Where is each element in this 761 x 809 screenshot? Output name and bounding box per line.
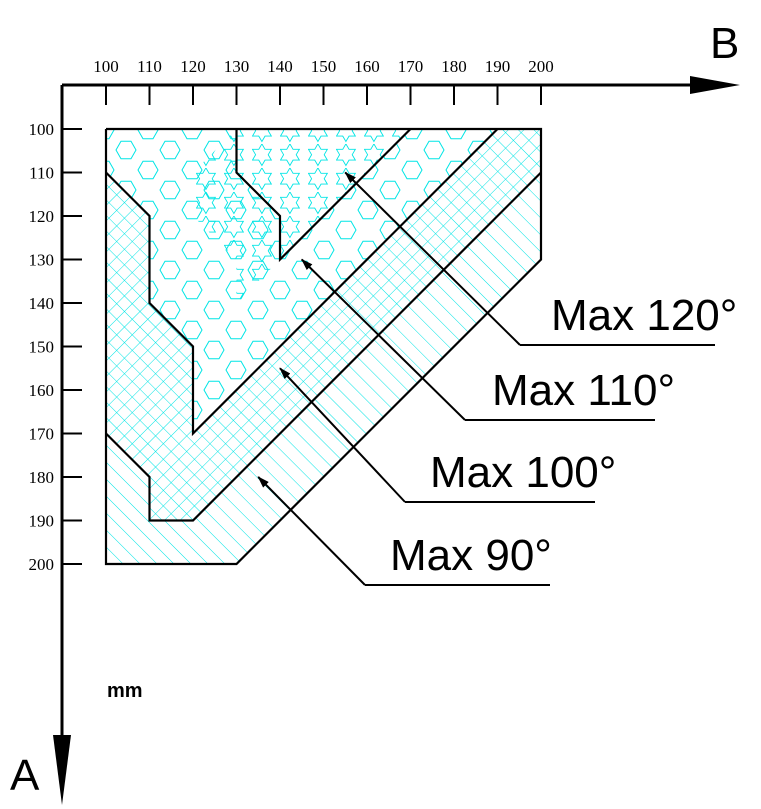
- callout-arrow-3: [279, 367, 406, 503]
- unit-label: mm: [107, 680, 143, 702]
- b-axis-tick-label: 180: [441, 57, 467, 76]
- zone-outline: [235, 128, 412, 263]
- a-axis-tick-label: 140: [29, 294, 55, 313]
- a-axis-tick-label: 130: [29, 251, 55, 270]
- b-axis-tick-label: 170: [398, 57, 424, 76]
- b-axis-tick-label: 130: [224, 57, 250, 76]
- zone-label-2: Max 110°: [492, 366, 675, 415]
- zone-label-4: Max 90°: [390, 531, 552, 580]
- a-axis-tick-label: 180: [29, 468, 55, 487]
- b-axis-tick-label: 160: [354, 57, 380, 76]
- b-axis-tick-label: 110: [137, 57, 162, 76]
- zone-outline: [104, 127, 543, 566]
- zone-outline: [105, 128, 499, 437]
- zone-outline: [105, 171, 542, 522]
- b-axis-tick-label: 200: [528, 57, 554, 76]
- b-axis-tick-label: 120: [180, 57, 206, 76]
- a-axis-tick-label: 200: [29, 555, 55, 574]
- callout-arrow-4: [257, 476, 366, 586]
- axis-ticks: 100 110 120 130 140 150 160 170 180 190 200 100 110 1…: [29, 57, 554, 574]
- b-axis-tick-label: 100: [93, 57, 119, 76]
- zone-label-3: Max 100°: [430, 448, 616, 497]
- a-axis-name: A: [10, 751, 40, 800]
- a-axis-tick-label: 110: [29, 164, 54, 183]
- b-axis-arrowhead: [690, 76, 740, 94]
- b-axis-tick-label: 190: [485, 57, 511, 76]
- a-axis-tick-label: 190: [29, 512, 55, 531]
- zones-layer: [104, 127, 543, 566]
- b-axis-name: B: [710, 19, 739, 68]
- a-axis-tick-label: 120: [29, 207, 55, 226]
- zone-area-4: [106, 172, 541, 564]
- b-axis-tick-label: 140: [267, 57, 293, 76]
- callout-arrow-1: [344, 171, 521, 346]
- a-axis-tick-label: 100: [29, 120, 55, 139]
- a-axis-tick-label: 150: [29, 338, 55, 357]
- zone-label-1: Max 120°: [551, 291, 737, 340]
- a-axis-tick-label: 160: [29, 381, 55, 400]
- zone-area-2: [106, 129, 498, 434]
- callout-arrow-2: [301, 258, 466, 421]
- callout-arrows: Max 120° Max 110° Max 100° Max 90°: [257, 171, 737, 586]
- b-axis-tick-label: 150: [311, 57, 337, 76]
- a-axis-tick-label: 170: [29, 425, 55, 444]
- a-axis-arrowhead: [53, 735, 71, 805]
- zone-area-3: [106, 129, 541, 521]
